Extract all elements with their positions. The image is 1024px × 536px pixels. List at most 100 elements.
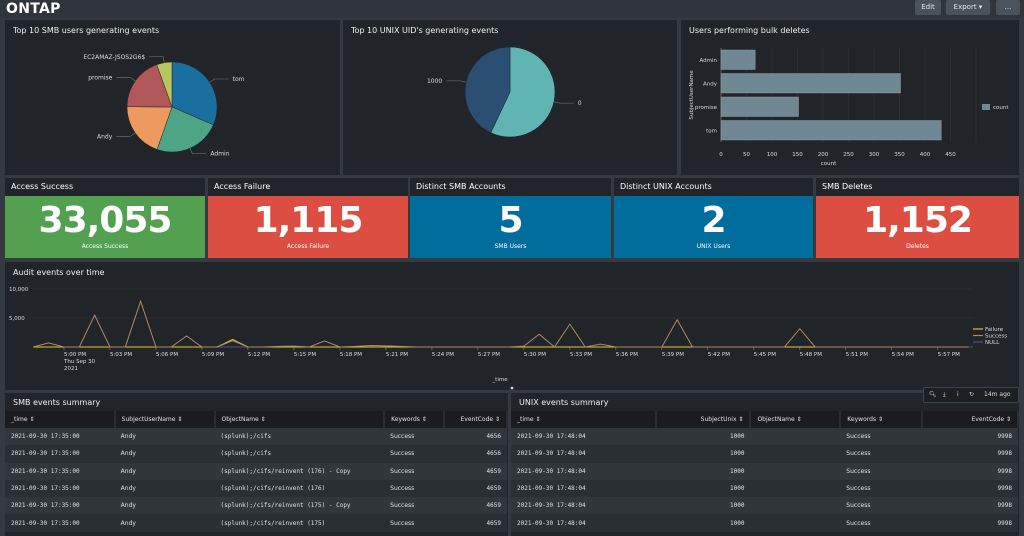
- table-cell: Success: [384, 514, 445, 532]
- table-cell: Andy: [114, 514, 215, 532]
- bar: [720, 96, 799, 117]
- pie-label: Andy: [97, 133, 113, 140]
- pie-slice: [156, 61, 173, 108]
- column-header[interactable]: _time ⇕: [511, 411, 657, 428]
- table-cell: (splunk);/cifs/reinvent (175): [214, 514, 385, 532]
- unix-events-table: _time ⇕ SubjectUnix ⇕ ObjectName ⇕ Keywords…: [511, 411, 1019, 532]
- x-tick-date: Thu Sep 30: [63, 359, 96, 365]
- column-header[interactable]: _time ⇕: [5, 411, 116, 428]
- unix-events-table-panel: UNIX events summary _time ⇕ SubjectUnix ⇕…: [511, 393, 1019, 536]
- x-tick-label: 5:39 PM: [662, 352, 684, 358]
- table-row[interactable]: 2021-09-30 17:35:00 Andy (splunk);/cifs Suc…: [5, 445, 507, 463]
- table-cell: (splunk);/cifs/reinvent (176): [214, 479, 385, 498]
- legend-label: Failure: [985, 327, 1004, 333]
- table-cell: 2021-09-30 17:35:00: [5, 479, 115, 498]
- table-cell: (splunk);/cifs: [214, 445, 385, 463]
- x-tick-label: 0: [719, 152, 723, 158]
- pie-leader-line: [116, 77, 136, 82]
- single-value-panel: SMB Deletes 1,152 Deletes: [816, 178, 1019, 258]
- table-row[interactable]: 2021-09-30 17:48:04 1000 Success 9998: [511, 497, 1018, 515]
- x-tick-label: 300: [869, 152, 880, 158]
- table-row[interactable]: 2021-09-30 17:35:00 Andy (splunk);/cifs/re…: [5, 462, 507, 480]
- bar: [720, 73, 901, 94]
- pie-label: promise: [88, 75, 112, 82]
- panel-title: Top 10 UNIX UID's generating events: [351, 26, 499, 35]
- table-row[interactable]: 2021-09-30 17:48:04 1000 Success 9998: [511, 479, 1018, 498]
- table-cell: 2021-09-30 17:48:04: [511, 497, 656, 515]
- table-cell: [750, 479, 841, 498]
- info-icon[interactable]: i: [957, 391, 959, 398]
- table-cell: 9998: [922, 497, 1018, 515]
- table-cell: Success: [384, 462, 445, 480]
- single-value-label: Deletes: [906, 243, 929, 250]
- table-row[interactable]: 2021-09-30 17:48:04 1000 Success 9998: [511, 514, 1018, 532]
- bulk-deletes-panel: Users performing bulk deletes Admin Andy p…: [681, 20, 1019, 175]
- x-tick-label: 5:21 PM: [386, 352, 408, 358]
- pie-leader-line: [149, 56, 165, 63]
- x-tick-label: 5:33 PM: [570, 352, 592, 358]
- panel-title: UNIX events summary: [519, 398, 609, 407]
- pie-slice: [156, 106, 214, 153]
- x-tick-label: 5:03 PM: [110, 352, 132, 358]
- x-tick-label: 5:12 PM: [248, 352, 270, 358]
- table-cell: Success: [840, 479, 923, 498]
- y-tick-label: Admin: [699, 58, 717, 64]
- table-cell: [750, 462, 841, 480]
- table-cell: Andy: [114, 479, 215, 498]
- table-cell: 4659: [444, 514, 507, 532]
- table-row[interactable]: 2021-09-30 17:35:00 Andy (splunk);/cifs/re…: [5, 514, 507, 532]
- x-tick-label: 5:51 PM: [846, 352, 868, 358]
- table-row[interactable]: 2021-09-30 17:48:04 1000 Success 9998: [511, 462, 1018, 480]
- column-header[interactable]: SubjectUnix ⇕: [655, 411, 752, 428]
- table-cell: [750, 445, 841, 463]
- x-tick-label: 5:24 PM: [432, 352, 454, 358]
- single-value-label: Access Success: [81, 243, 129, 250]
- table-row[interactable]: 2021-09-30 17:35:00 Andy (splunk);/cifs Suc…: [5, 428, 507, 446]
- table-cell: 1000: [655, 514, 751, 532]
- single-value-body: 33,055 Access Success: [5, 196, 205, 258]
- edit-button[interactable]: Edit: [915, 0, 941, 15]
- table-cell: 4656: [444, 428, 507, 446]
- dashboard-header: [0, 0, 1024, 18]
- refresh-icon[interactable]: ↻: [969, 391, 975, 398]
- table-cell: 4659: [444, 497, 507, 515]
- x-tick-label: 200: [818, 152, 829, 158]
- x-tick-label: 5:48 PM: [800, 352, 822, 358]
- table-cell: 2021-09-30 17:48:04: [511, 479, 656, 498]
- panel-toolbar: 🔍︎ ⤓ i ↻ 14m ago: [923, 387, 1019, 403]
- search-icon[interactable]: 🔍︎: [929, 391, 937, 398]
- column-header[interactable]: ObjectName ⇕: [750, 411, 842, 428]
- download-icon[interactable]: ⤓: [943, 391, 946, 398]
- column-header[interactable]: Keywords ⇕: [840, 411, 924, 428]
- x-tick-label: 5:15 PM: [294, 352, 316, 358]
- table-row[interactable]: 2021-09-30 17:35:00 Andy (splunk);/cifs/re…: [5, 497, 507, 515]
- x-tick-label: 400: [920, 152, 931, 158]
- table-cell: [750, 514, 841, 532]
- x-tick-label: 5:00 PM: [64, 352, 86, 358]
- x-axis-label: _time: [491, 377, 508, 383]
- column-header[interactable]: Keywords ⇕: [384, 411, 446, 428]
- table-row[interactable]: 2021-09-30 17:35:00 Andy (splunk);/cifs/re…: [5, 479, 507, 498]
- column-header[interactable]: EventCode ⇕: [922, 411, 1019, 428]
- column-header[interactable]: SubjectUserName ⇕: [114, 411, 216, 428]
- legend-label: Success: [985, 334, 1007, 340]
- table-cell: 2021-09-30 17:35:00: [5, 514, 115, 532]
- column-header[interactable]: EventCode ⇕: [444, 411, 508, 428]
- pie-leader-line: [209, 78, 229, 83]
- x-tick-label: 5:30 PM: [524, 352, 546, 358]
- single-value-number: 2: [701, 200, 726, 241]
- table-row[interactable]: 2021-09-30 17:48:04 1000 Success 9998: [511, 445, 1018, 463]
- table-cell: 1000: [655, 497, 751, 515]
- table-cell: 4659: [444, 462, 507, 480]
- column-header[interactable]: ObjectName ⇕: [214, 411, 386, 428]
- y-axis-label: SubjectUserName: [689, 70, 695, 120]
- single-value-title: Access Failure: [214, 182, 271, 191]
- single-value-panel: Access Success 33,055 Access Success: [5, 178, 205, 258]
- table-cell: Success: [384, 428, 445, 446]
- pie-leader-line: [116, 132, 136, 137]
- single-value-number: 33,055: [38, 200, 173, 241]
- table-row[interactable]: 2021-09-30 17:48:04 1000 Success 9998: [511, 428, 1018, 446]
- more-actions-button[interactable]: ...: [996, 0, 1020, 15]
- export-button[interactable]: Export ▾: [946, 0, 990, 15]
- single-value-title: Distinct UNIX Accounts: [620, 182, 712, 191]
